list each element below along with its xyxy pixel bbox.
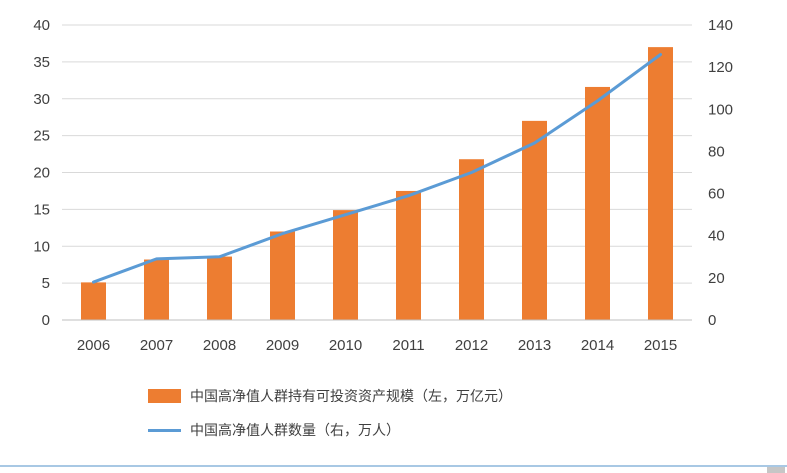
svg-text:2010: 2010: [329, 337, 362, 354]
line-series-label: 中国高净值人群数量（右，万人）: [190, 422, 400, 438]
svg-text:15: 15: [33, 201, 50, 218]
svg-text:0: 0: [708, 312, 716, 329]
svg-text:2015: 2015: [644, 337, 677, 354]
window-corner-handle: [767, 467, 785, 473]
svg-text:2013: 2013: [518, 337, 551, 354]
legend-item-line-series: 中国高净值人群数量（右，万人）: [148, 420, 512, 440]
svg-text:2011: 2011: [392, 337, 424, 354]
svg-text:2012: 2012: [455, 337, 488, 354]
svg-text:120: 120: [708, 59, 733, 76]
window-bottom-edge: [0, 465, 787, 473]
svg-text:2014: 2014: [581, 337, 614, 354]
bar-series-swatch-icon: [148, 389, 181, 403]
svg-text:2008: 2008: [203, 337, 236, 354]
svg-text:30: 30: [33, 91, 50, 108]
svg-text:80: 80: [708, 143, 725, 160]
svg-text:10: 10: [33, 238, 50, 255]
svg-text:40: 40: [708, 228, 725, 245]
line-series-swatch-icon: [148, 428, 181, 432]
legend-item-bar-series: 中国高净值人群持有可投资资产规模（左，万亿元）: [148, 386, 512, 406]
svg-text:100: 100: [708, 101, 733, 118]
svg-text:20: 20: [33, 165, 50, 182]
svg-text:2009: 2009: [266, 337, 299, 354]
svg-text:2006: 2006: [77, 337, 110, 354]
chart-legend: 中国高净值人群持有可投资资产规模（左，万亿元） 中国高净值人群数量（右，万人）: [148, 386, 512, 440]
svg-text:0: 0: [42, 312, 50, 329]
svg-text:20: 20: [708, 270, 725, 287]
bar-series-label: 中国高净值人群持有可投资资产规模（左，万亿元）: [190, 388, 512, 404]
svg-text:5: 5: [42, 275, 50, 292]
svg-text:25: 25: [33, 128, 50, 145]
svg-text:2007: 2007: [140, 337, 173, 354]
svg-text:35: 35: [33, 54, 50, 71]
svg-text:60: 60: [708, 186, 725, 203]
svg-text:140: 140: [708, 17, 733, 34]
svg-text:40: 40: [33, 17, 50, 34]
